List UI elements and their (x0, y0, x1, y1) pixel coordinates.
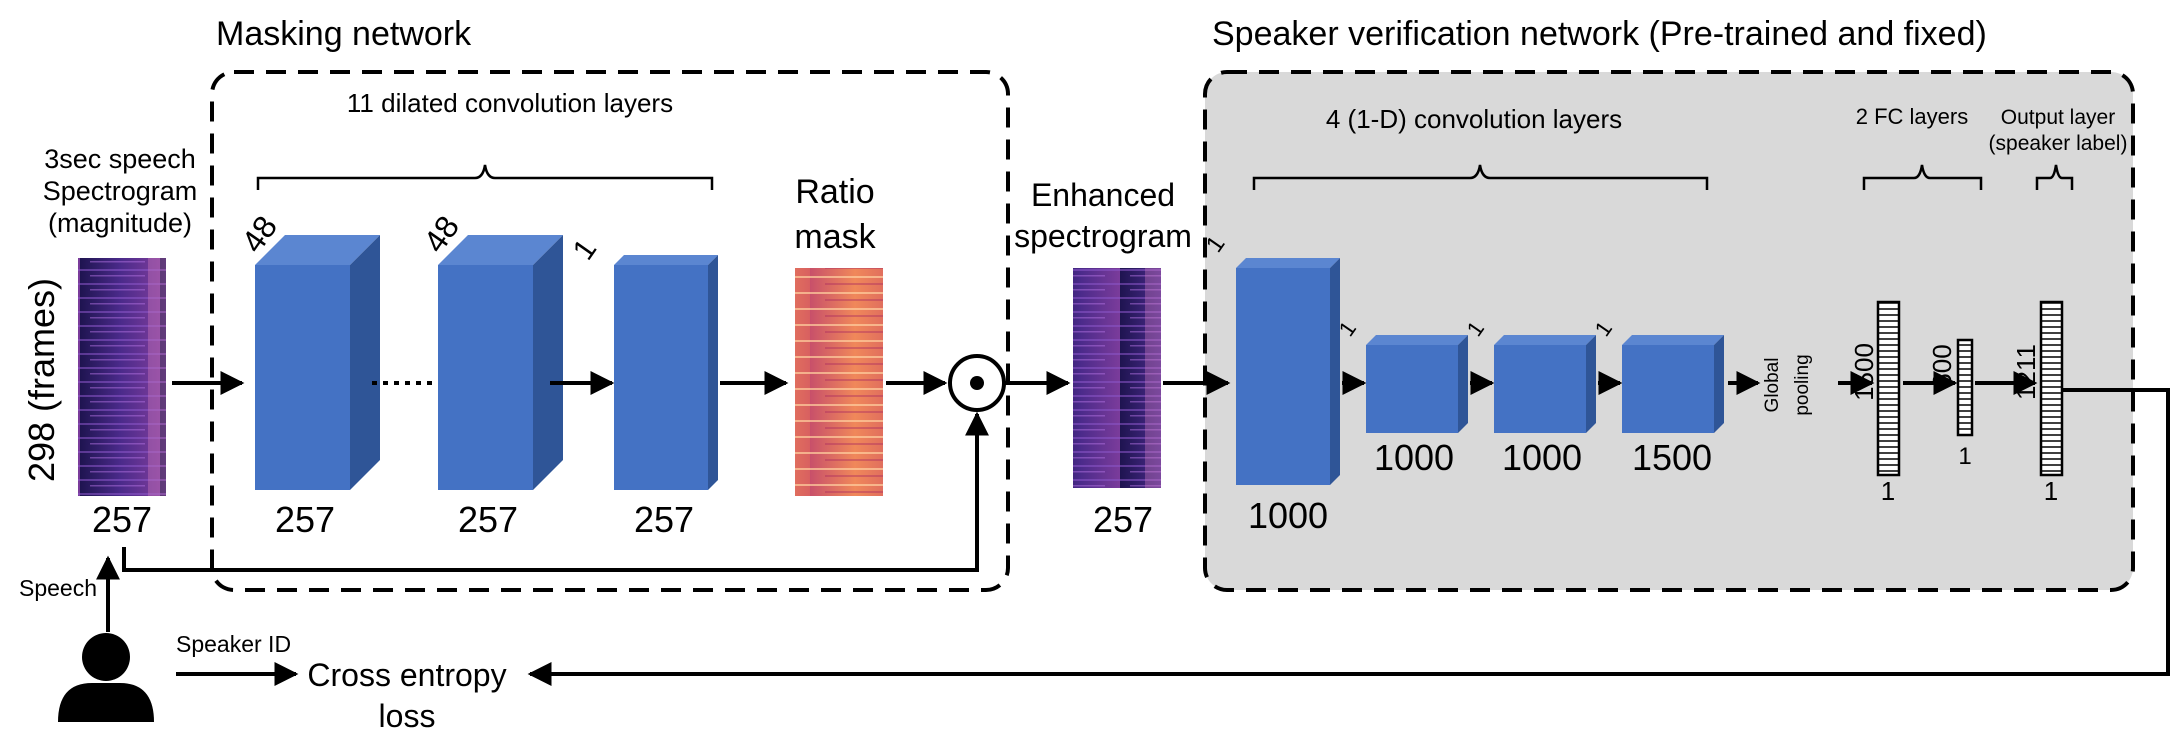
verification-conv-2 (1366, 335, 1468, 433)
enhanced-spectrogram (1073, 268, 1161, 488)
conv4-dim-label: 1500 (1632, 437, 1712, 478)
loss-label-line1: Cross entropy (307, 657, 506, 693)
fc2-width-label: 1 (1958, 443, 1971, 470)
input-label-line3: (magnitude) (48, 208, 192, 238)
enhanced-label-line1: Enhanced (1031, 177, 1175, 213)
block3-dim-label: 257 (634, 499, 694, 540)
loss-label-line2: loss (379, 698, 436, 734)
input-label-line1: 3sec speech (44, 144, 196, 174)
conv-layers-brace (1252, 164, 1709, 190)
out-size-label: 1211 (2011, 344, 2041, 400)
global-pooling-label-line2: pooling (1792, 354, 1813, 415)
fc1-width-label: 1 (1881, 476, 1895, 506)
verification-network-box (1203, 70, 2135, 592)
fc1-size-label: 1500 (1849, 343, 1879, 401)
skip-connection (122, 411, 989, 572)
out-width-label: 1 (2044, 476, 2058, 506)
speaker-id-label: Speaker ID (176, 631, 291, 657)
fc2-size-label: 600 (1927, 344, 1957, 387)
verification-conv-1 (1236, 258, 1340, 485)
block3-depth-label: 1 (567, 233, 604, 266)
frames-label: 298 (frames) (21, 278, 62, 482)
conv2-dim-label: 1000 (1374, 437, 1454, 478)
conv-block-3 (614, 255, 718, 490)
conv-block-2 (438, 235, 563, 490)
person-icon (58, 633, 154, 722)
verification-network-title: Speaker verification network (Pre-traine… (1212, 15, 1987, 53)
enhanced-dim-label: 257 (1093, 499, 1153, 540)
verification-conv-4 (1622, 335, 1724, 433)
output-layer-brace (2035, 164, 2074, 190)
input-spectrogram (78, 258, 166, 496)
block2-dim-label: 257 (458, 499, 518, 540)
dilated-layers-label: 11 dilated convolution layers (347, 88, 673, 118)
speech-label: Speech (19, 575, 97, 601)
conv3-dim-label: 1000 (1502, 437, 1582, 478)
ratio-mask-label-line1: Ratio (795, 173, 874, 211)
fc-layer-2 (1956, 338, 1974, 437)
fc-layers-brace (1862, 164, 1983, 190)
output-layer-label-line2: (speaker label) (1989, 132, 2128, 155)
conv-block-1 (255, 235, 380, 490)
masking-network-box (210, 70, 1010, 592)
verification-conv-3 (1494, 335, 1596, 433)
fc-layers-label: 2 FC layers (1856, 104, 1968, 129)
input-dim-label: 257 (92, 499, 152, 540)
ratio-mask-image (795, 268, 883, 496)
fc-layer-1 (1876, 300, 1901, 477)
conv1-dim-label: 1000 (1248, 495, 1328, 536)
dilated-layers-brace (256, 164, 714, 190)
output-layer (2039, 300, 2064, 477)
block1-dim-label: 257 (275, 499, 335, 540)
global-pooling-label-line1: Global (1762, 358, 1783, 413)
ratio-mask-label-line2: mask (794, 218, 876, 256)
output-layer-label-line1: Output layer (2001, 106, 2115, 129)
feedback-line (527, 388, 2170, 686)
input-label-line2: Spectrogram (43, 176, 198, 206)
masking-network-title: Masking network (216, 15, 472, 53)
conv-layers-label: 4 (1-D) convolution layers (1326, 104, 1622, 134)
enhanced-label-line2: spectrogram (1014, 218, 1192, 254)
elementwise-product-icon (948, 354, 1006, 412)
